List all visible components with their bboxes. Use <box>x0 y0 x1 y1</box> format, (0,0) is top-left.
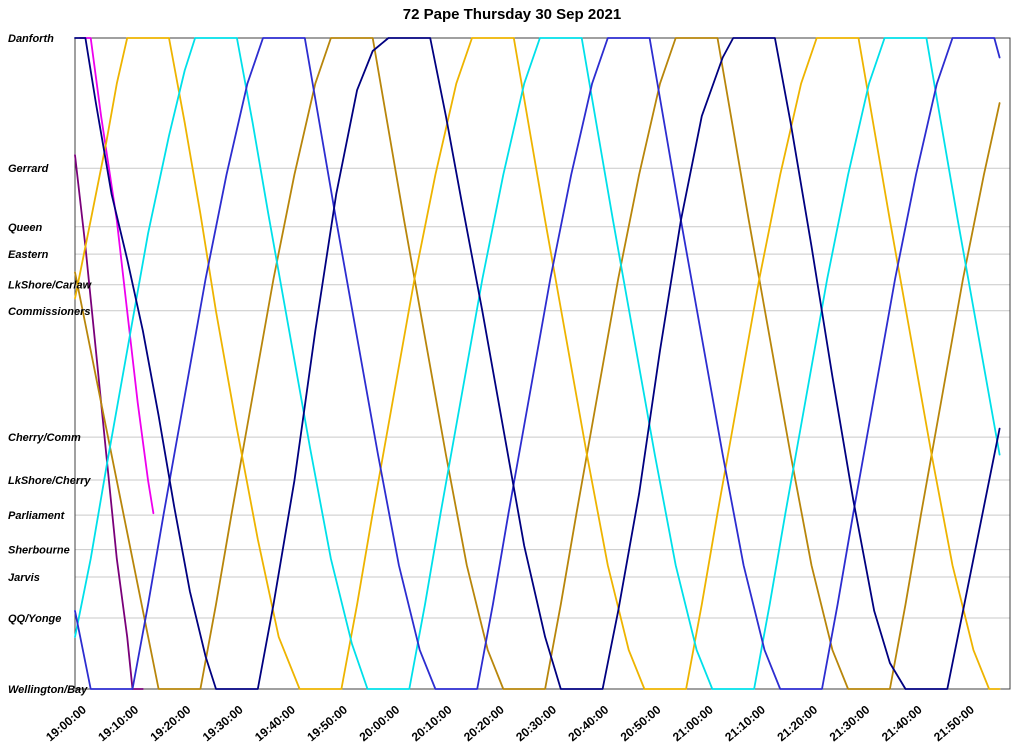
x-axis-label-20-50-00: 20:50:00 <box>618 702 664 744</box>
x-axis-label-21-20-00: 21:20:00 <box>774 702 820 744</box>
y-axis-label-parliament: Parliament <box>8 510 66 522</box>
x-axis-label-19-40-00: 19:40:00 <box>252 702 298 744</box>
y-axis-label-eastern: Eastern <box>8 249 49 261</box>
series-run-blue <box>74 37 1001 690</box>
x-axis-label-21-30-00: 21:30:00 <box>827 702 873 744</box>
x-axis-label-21-00-00: 21:00:00 <box>670 702 716 744</box>
series-run-cyan <box>74 37 1001 690</box>
y-axis-label-qq-yonge: QQ/Yonge <box>8 613 61 625</box>
x-axis-label-20-30-00: 20:30:00 <box>513 702 559 744</box>
x-axis-label-19-30-00: 19:30:00 <box>200 702 246 744</box>
series-run-gold <box>74 37 1001 690</box>
x-axis-label-21-50-00: 21:50:00 <box>931 702 977 744</box>
y-axis-label-lkshore-cherry: LkShore/Cherry <box>8 475 91 487</box>
x-axis-label-19-00-00: 19:00:00 <box>43 702 89 744</box>
series-run-purple <box>74 154 144 690</box>
chart-title: 72 Pape Thursday 30 Sep 2021 <box>402 6 622 23</box>
y-axis-label-gerrard: Gerrard <box>8 163 49 175</box>
y-axis-label-cherry-comm: Cherry/Comm <box>8 432 81 444</box>
series-run-navy <box>74 37 1001 690</box>
y-axis-label-wellington-bay: Wellington/Bay <box>8 684 88 696</box>
x-axis-label-20-20-00: 20:20:00 <box>461 702 507 744</box>
y-axis-label-queen: Queen <box>8 222 43 234</box>
x-axis-label-20-40-00: 20:40:00 <box>565 702 611 744</box>
x-axis-label-21-40-00: 21:40:00 <box>879 702 925 744</box>
x-axis-label-20-10-00: 20:10:00 <box>409 702 455 744</box>
x-axis-label-19-50-00: 19:50:00 <box>304 702 350 744</box>
y-axis-label-commissioners: Commissioners <box>8 306 91 318</box>
x-axis-label-19-20-00: 19:20:00 <box>148 702 194 744</box>
series-run-darkgold <box>74 37 1001 690</box>
y-axis-label-lkshore-carlaw: LkShore/Carlaw <box>8 280 93 292</box>
series-run-magenta <box>79 37 155 515</box>
y-axis-label-jarvis: Jarvis <box>8 572 40 584</box>
x-axis-label-19-10-00: 19:10:00 <box>95 702 141 744</box>
x-axis-label-20-00-00: 20:00:00 <box>357 702 403 744</box>
x-axis-label-21-10-00: 21:10:00 <box>722 702 768 744</box>
y-axis-label-danforth: Danforth <box>8 33 54 45</box>
y-axis-label-sherbourne: Sherbourne <box>8 545 70 557</box>
